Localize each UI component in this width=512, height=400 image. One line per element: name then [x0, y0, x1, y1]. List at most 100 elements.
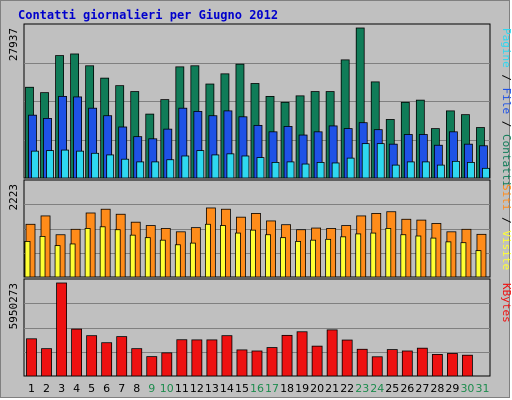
- x-tick-label-10: 10: [160, 382, 174, 395]
- bar-siti-7: [114, 229, 121, 278]
- bar-siti-10: [159, 239, 166, 278]
- bar-pagine-10: [166, 159, 175, 179]
- bar-siti-3: [54, 245, 61, 278]
- bar-pagine-3: [61, 149, 69, 179]
- bar-siti-20: [310, 239, 317, 278]
- bar-kbytes-16: [251, 350, 263, 377]
- bar-kbytes-17: [266, 347, 278, 377]
- bar-kbytes-15: [236, 349, 248, 377]
- bar-siti-24: [370, 232, 377, 278]
- bar-pagine-14: [226, 153, 235, 179]
- x-tick-label-26: 26: [400, 382, 414, 395]
- x-tick-label-5: 5: [88, 382, 95, 395]
- bar-pagine-4: [76, 150, 84, 179]
- x-tick-label-16: 16: [250, 382, 264, 395]
- bar-siti-23: [355, 233, 362, 278]
- bar-siti-21: [325, 238, 332, 278]
- bar-kbytes-19: [296, 331, 308, 377]
- bar-pagine-8: [136, 161, 145, 179]
- legend-sep-2: /: [500, 114, 512, 134]
- bar-pagine-1: [31, 150, 39, 179]
- bar-pagine-15: [241, 155, 250, 179]
- bar-kbytes-27: [416, 347, 428, 377]
- bar-pagine-13: [211, 154, 220, 179]
- x-tick-label-29: 29: [445, 382, 459, 395]
- legend-sep-3: /: [500, 211, 512, 231]
- legend-panel-1: Pagine / File / Contatti: [500, 28, 512, 187]
- legend-visite: Visite: [500, 230, 512, 270]
- x-tick-label-27: 27: [415, 382, 429, 395]
- bar-kbytes-9: [146, 356, 158, 377]
- y-max-label-kbytes: 5950273: [7, 283, 20, 329]
- bar-siti-13: [204, 223, 211, 278]
- bar-pagine-9: [151, 161, 160, 179]
- legend-sep-1: /: [500, 68, 512, 88]
- bar-kbytes-10: [161, 352, 173, 377]
- bar-kbytes-28: [431, 354, 443, 377]
- bar-siti-6: [99, 226, 106, 278]
- legend-kbytes: KBytes: [500, 283, 512, 323]
- bar-kbytes-24: [371, 356, 383, 377]
- bar-kbytes-21: [326, 329, 338, 377]
- bar-siti-15: [235, 232, 241, 278]
- bar-siti-22: [340, 236, 347, 278]
- x-tick-label-8: 8: [133, 382, 140, 395]
- x-tick-label-25: 25: [385, 382, 399, 395]
- bar-siti-1: [24, 241, 31, 278]
- bar-kbytes-25: [386, 349, 398, 377]
- bar-pagine-5: [91, 152, 100, 179]
- bar-siti-2: [39, 236, 46, 278]
- legend-siti: Siti: [500, 184, 512, 211]
- x-tick-label-12: 12: [190, 382, 204, 395]
- x-tick-label-28: 28: [430, 382, 444, 395]
- bar-pagine-24: [376, 143, 385, 179]
- bar-pagine-20: [316, 162, 325, 179]
- bar-kbytes-12: [191, 339, 203, 377]
- bar-pagine-11: [181, 155, 190, 179]
- bar-pagine-21: [331, 162, 340, 179]
- bar-siti-9: [144, 237, 151, 278]
- bar-kbytes-8: [131, 348, 143, 377]
- bar-kbytes-30: [462, 354, 473, 377]
- legend-pagine: Pagine: [500, 28, 512, 68]
- legend-panel-2: Siti / Visite: [500, 184, 512, 270]
- bar-siti-26: [400, 234, 407, 278]
- bar-pagine-7: [121, 158, 130, 179]
- x-tick-label-17: 17: [265, 382, 279, 395]
- bar-pagine-30: [467, 162, 475, 179]
- x-tick-label-2: 2: [43, 382, 50, 395]
- bar-kbytes-26: [401, 350, 413, 377]
- x-tick-label-30: 30: [460, 382, 474, 395]
- bar-siti-12: [189, 242, 196, 278]
- bar-siti-18: [280, 237, 286, 278]
- x-tick-label-23: 23: [355, 382, 369, 395]
- bar-pagine-17: [271, 162, 280, 179]
- bar-kbytes-23: [356, 348, 368, 377]
- legend-contatti: Contatti: [500, 134, 512, 187]
- x-tick-label-21: 21: [325, 382, 339, 395]
- bar-pagine-27: [421, 161, 430, 179]
- bar-siti-19: [295, 241, 301, 278]
- bar-pagine-18: [286, 161, 295, 179]
- x-tick-label-7: 7: [118, 382, 125, 395]
- x-tick-label-19: 19: [295, 382, 309, 395]
- x-tick-label-20: 20: [310, 382, 324, 395]
- x-tick-label-14: 14: [220, 382, 234, 395]
- bar-siti-30: [460, 242, 467, 278]
- bar-siti-4: [69, 243, 76, 278]
- bar-pagine-12: [196, 150, 205, 179]
- bar-kbytes-5: [86, 335, 98, 377]
- bar-pagine-6: [106, 154, 115, 179]
- x-tick-label-13: 13: [205, 382, 219, 395]
- bar-kbytes-1: [26, 338, 37, 377]
- bar-pagine-22: [346, 157, 355, 179]
- bar-siti-11: [174, 244, 181, 278]
- bar-pagine-2: [46, 150, 54, 179]
- bar-kbytes-3: [56, 282, 67, 377]
- x-tick-label-31: 31: [475, 382, 489, 395]
- bar-pagine-31: [482, 167, 490, 179]
- x-tick-label-11: 11: [175, 382, 189, 395]
- bar-siti-17: [265, 234, 271, 278]
- bar-kbytes-2: [41, 348, 52, 377]
